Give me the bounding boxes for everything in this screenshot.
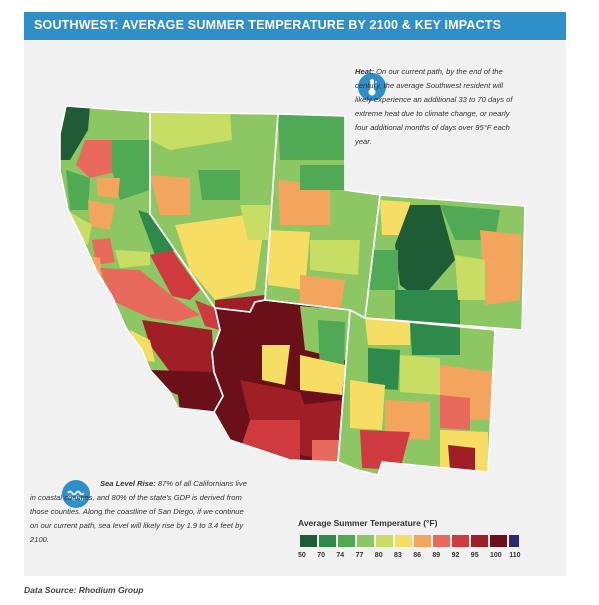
- legend-swatch: [319, 535, 336, 547]
- legend-swatch: [433, 535, 450, 547]
- legend-ticks: 50 70 74 77 80 83 86 89 92 95 100 110: [298, 552, 538, 562]
- state-arizona: [212, 300, 350, 462]
- sea-text: 87% of all Californians live in coastal …: [30, 479, 247, 544]
- legend-swatch: [395, 535, 412, 547]
- legend-tick-label: 100: [490, 552, 502, 559]
- legend-swatch: [452, 535, 469, 547]
- legend-swatches: [300, 535, 530, 548]
- legend-tick-label: 92: [451, 552, 460, 559]
- data-source: Data Source: Rhodium Group: [24, 585, 144, 595]
- header-bar: SOUTHWEST: AVERAGE SUMMER TEMPERATURE BY…: [24, 12, 566, 40]
- thermometer-icon-badge: [358, 73, 386, 101]
- legend-tick-label: 86: [413, 552, 421, 559]
- legend-swatch: [509, 535, 519, 547]
- wave-icon: [67, 490, 85, 501]
- sea-level-callout: Sea Level Rise: 87% of all Californians …: [30, 477, 250, 547]
- legend-swatch: [376, 535, 393, 547]
- state-colorado: [365, 195, 525, 330]
- legend-swatch: [357, 535, 374, 547]
- legend-title: Average Summer Temperature (°F): [298, 518, 438, 528]
- thermometer-icon: [368, 79, 377, 96]
- legend-swatch: [300, 535, 317, 547]
- legend-swatch: [414, 535, 431, 547]
- legend-swatch: [338, 535, 355, 547]
- page-title: SOUTHWEST: AVERAGE SUMMER TEMPERATURE BY…: [34, 18, 502, 32]
- state-new-mexico: [338, 310, 495, 475]
- legend-swatch: [490, 535, 507, 547]
- legend-tick-label: 95: [470, 552, 479, 559]
- legend-swatch: [471, 535, 488, 547]
- legend-tick-label: 83: [394, 552, 402, 559]
- temperature-legend: Average Summer Temperature (°F) 50 70 74 77…: [298, 518, 520, 559]
- heat-callout: Heat: On our current path, by the end of…: [355, 65, 517, 149]
- state-borders: [59, 105, 526, 476]
- legend-tick-label: 77: [355, 552, 364, 559]
- legend-tick-label: 70: [317, 552, 325, 559]
- legend-tick-label: 50: [298, 552, 306, 559]
- heat-lead: Heat:: [355, 67, 374, 76]
- sea-lead: Sea Level Rise:: [100, 479, 156, 488]
- state-utah: [265, 114, 380, 318]
- legend-tick-label: 89: [432, 552, 441, 559]
- legend-tick-label: 74: [336, 552, 345, 559]
- legend-tick-label: 80: [374, 552, 383, 559]
- legend-tick-label: 110: [509, 552, 521, 559]
- wave-icon-badge: [62, 480, 90, 508]
- heat-text: On our current path, by the end of the c…: [355, 67, 513, 146]
- state-nevada: [150, 112, 278, 312]
